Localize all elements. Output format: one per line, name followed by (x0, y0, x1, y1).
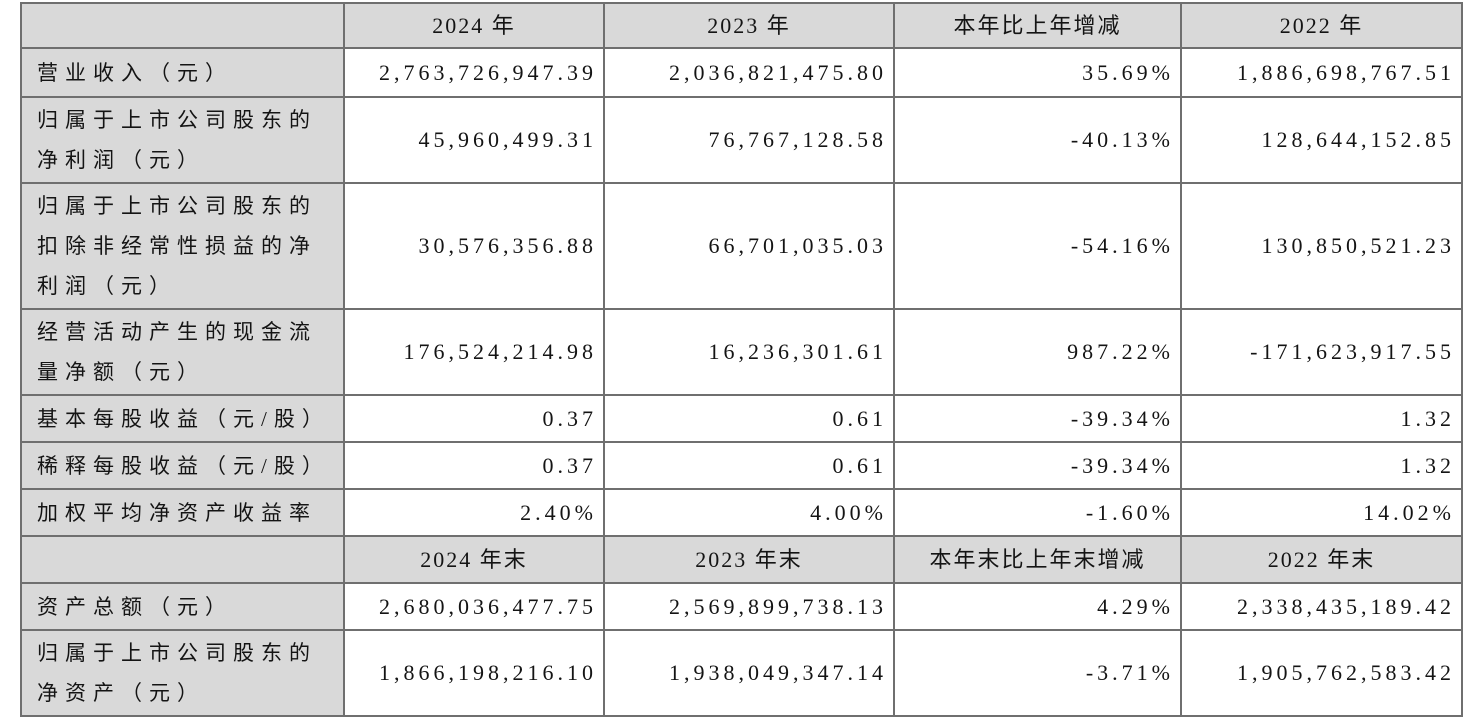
value-2023: 0.61 (603, 394, 895, 443)
value-2024: 0.37 (343, 394, 605, 443)
value-2022: 1.32 (1180, 441, 1463, 490)
value-2024: 45,960,499.31 (343, 96, 605, 184)
value-2023: 4.00% (603, 488, 895, 537)
value-2022: 130,850,521.23 (1180, 182, 1463, 310)
value-change: -40.13% (893, 96, 1182, 184)
table-row-net-assets: 归属于上市公司股东的净资产（元） 1,866,198,216.10 1,938,… (20, 629, 1463, 717)
value-change: -1.60% (893, 488, 1182, 537)
table-row-diluted-eps: 稀释每股收益（元/股） 0.37 0.61 -39.34% 1.32 (20, 441, 1463, 490)
table-row-weighted-roe: 加权平均净资产收益率 2.40% 4.00% -1.60% 14.02% (20, 488, 1463, 537)
table-row-basic-eps: 基本每股收益（元/股） 0.37 0.61 -39.34% 1.32 (20, 394, 1463, 443)
row-label: 归属于上市公司股东的扣除非经常性损益的净利润（元） (20, 182, 345, 310)
value-2022-end: 2,338,435,189.42 (1180, 582, 1463, 631)
value-2022: 1.32 (1180, 394, 1463, 443)
value-2024: 2,763,726,947.39 (343, 47, 605, 98)
table-row-net-profit: 归属于上市公司股东的净利润（元） 45,960,499.31 76,767,12… (20, 96, 1463, 184)
value-2023-end: 2,569,899,738.13 (603, 582, 895, 631)
row-label: 基本每股收益（元/股） (20, 394, 345, 443)
value-2022: 1,886,698,767.51 (1180, 47, 1463, 98)
header-row-annual: 2024 年 2023 年 本年比上年增减 2022 年 (20, 2, 1463, 49)
value-2022: -171,623,917.55 (1180, 308, 1463, 396)
row-label: 营业收入（元） (20, 47, 345, 98)
value-change: 987.22% (893, 308, 1182, 396)
col-header-2024-end: 2024 年末 (343, 535, 605, 584)
col-header-2022-end: 2022 年末 (1180, 535, 1463, 584)
financial-summary-table: 2024 年 2023 年 本年比上年增减 2022 年 营业收入（元） 2,7… (20, 2, 1463, 717)
value-2023: 66,701,035.03 (603, 182, 895, 310)
row-label: 加权平均净资产收益率 (20, 488, 345, 537)
row-label: 资产总额（元） (20, 582, 345, 631)
value-2024-end: 2,680,036,477.75 (343, 582, 605, 631)
row-label: 归属于上市公司股东的净利润（元） (20, 96, 345, 184)
value-2023: 76,767,128.58 (603, 96, 895, 184)
value-change: 35.69% (893, 47, 1182, 98)
table-row-net-profit-excl-nonrecurring: 归属于上市公司股东的扣除非经常性损益的净利润（元） 30,576,356.88 … (20, 182, 1463, 310)
col-header-2023-end: 2023 年末 (603, 535, 895, 584)
value-2023: 16,236,301.61 (603, 308, 895, 396)
value-2023: 2,036,821,475.80 (603, 47, 895, 98)
value-2024: 0.37 (343, 441, 605, 490)
value-2024: 30,576,356.88 (343, 182, 605, 310)
table-row-total-assets: 资产总额（元） 2,680,036,477.75 2,569,899,738.1… (20, 582, 1463, 631)
value-2022: 14.02% (1180, 488, 1463, 537)
value-2024: 176,524,214.98 (343, 308, 605, 396)
value-2023: 0.61 (603, 441, 895, 490)
value-2022: 128,644,152.85 (1180, 96, 1463, 184)
corner-cell (20, 2, 345, 49)
table-row-operating-cash-flow: 经营活动产生的现金流量净额（元） 176,524,214.98 16,236,3… (20, 308, 1463, 396)
col-header-2022: 2022 年 (1180, 2, 1463, 49)
value-2024: 2.40% (343, 488, 605, 537)
col-header-2023: 2023 年 (603, 2, 895, 49)
row-label: 稀释每股收益（元/股） (20, 441, 345, 490)
value-change: -39.34% (893, 441, 1182, 490)
corner-cell (20, 535, 345, 584)
value-change: -39.34% (893, 394, 1182, 443)
col-header-yoy-change: 本年比上年增减 (893, 2, 1182, 49)
row-label: 经营活动产生的现金流量净额（元） (20, 308, 345, 396)
value-2024-end: 1,866,198,216.10 (343, 629, 605, 717)
value-change: -3.71% (893, 629, 1182, 717)
value-change: 4.29% (893, 582, 1182, 631)
col-header-2024: 2024 年 (343, 2, 605, 49)
value-2022-end: 1,905,762,583.42 (1180, 629, 1463, 717)
value-2023-end: 1,938,049,347.14 (603, 629, 895, 717)
table-row-revenue: 营业收入（元） 2,763,726,947.39 2,036,821,475.8… (20, 47, 1463, 98)
header-row-year-end: 2024 年末 2023 年末 本年末比上年末增减 2022 年末 (20, 535, 1463, 584)
value-change: -54.16% (893, 182, 1182, 310)
row-label: 归属于上市公司股东的净资产（元） (20, 629, 345, 717)
col-header-year-end-change: 本年末比上年末增减 (893, 535, 1182, 584)
